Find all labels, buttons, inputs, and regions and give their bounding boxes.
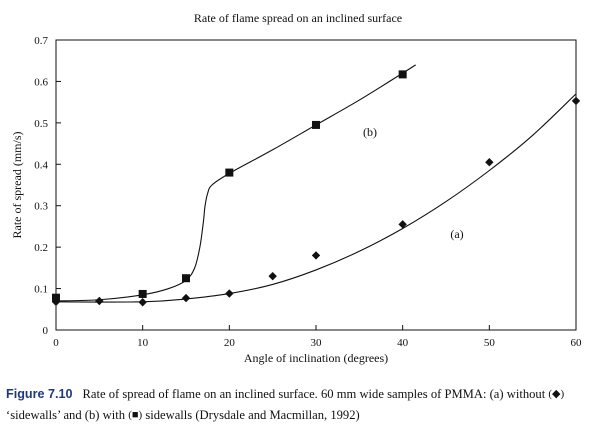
y-tick-label: 0.7 [34,35,48,47]
figure-caption: Figure 7.10 Rate of spread of flame on an… [6,384,590,426]
y-tick-label: 0.1 [34,284,48,296]
axis-ticks: 0 10 20 30 40 50 60 0 0.1 0.2 0.3 0.4 0.5 0.6 0.7 [34,35,582,349]
curve-series-b [55,64,416,302]
diamond-marker [398,220,407,229]
diamond-icon: (◆) [548,388,565,400]
x-tick-label: 40 [397,337,409,349]
caption-text-1: Rate of spread of flame on an inclined s… [82,387,546,401]
square-marker [398,70,407,79]
y-tick-label: 0.2 [34,242,48,254]
series-curves [55,64,577,303]
diamond-marker [181,293,191,303]
y-tick-label: 0.3 [34,201,48,213]
diamond-marker [571,96,581,106]
curve-series-a [55,93,577,303]
x-tick-label: 20 [224,337,236,349]
chart: Rate of flame spread on an inclined surf… [10,11,582,365]
diamond-marker [311,251,321,260]
series-markers [51,70,581,307]
y-tick-label: 0.4 [34,159,48,171]
y-tick-label: 0 [43,325,49,337]
square-marker [225,168,234,177]
x-tick-label: 10 [137,337,149,349]
series-label-b: (b) [363,125,377,139]
diamond-marker [138,298,147,307]
plot-frame [55,39,577,331]
series-label-a: (a) [450,227,463,241]
square-marker [312,120,320,129]
diamond-marker [485,158,494,167]
square-marker [182,274,190,283]
square-icon: (■) [128,409,143,421]
y-tick-label: 0.6 [34,76,48,88]
x-tick-label: 30 [311,337,323,349]
diamond-marker [225,289,234,298]
chart-title: Rate of flame spread on an inclined surf… [194,11,402,25]
diamond-marker [95,296,104,306]
x-tick-label: 0 [53,337,59,349]
y-axis-title: Rate of spread (mm/s) [10,132,24,239]
caption-text-2: ‘sidewalls’ and (b) with [6,408,126,422]
x-tick-label: 60 [571,337,583,349]
y-tick-label: 0.5 [34,118,48,130]
figure-label: Figure 7.10 [6,387,73,401]
square-marker [52,293,60,302]
x-tick-label: 50 [484,337,496,349]
x-axis-title: Angle of inclination (degrees) [244,351,388,365]
square-marker [138,289,147,298]
diamond-marker [268,271,277,281]
caption-text-3: sidewalls (Drysdale and Macmillan, 1992) [145,408,360,422]
